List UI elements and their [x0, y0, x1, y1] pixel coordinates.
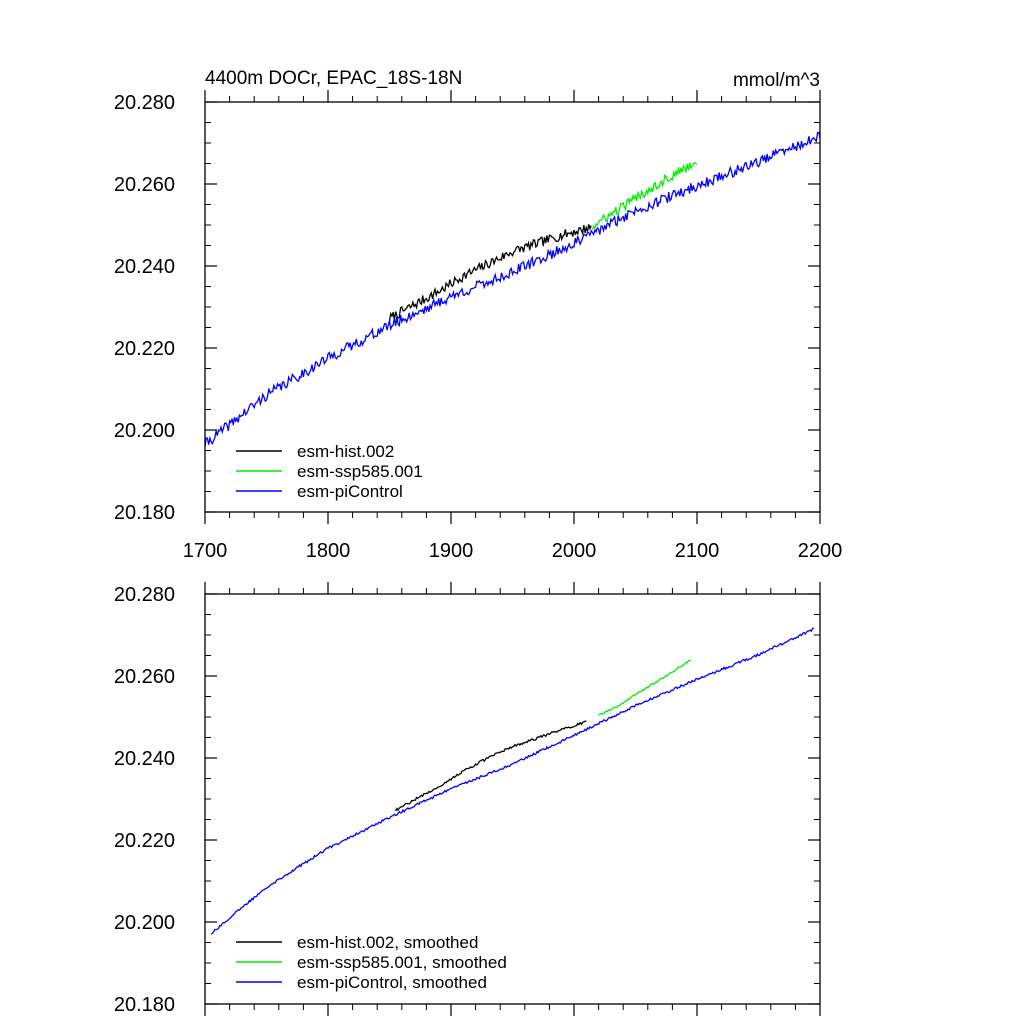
units-label: mmol/m^3 — [733, 70, 820, 91]
y-tick-label: 20.240 — [114, 256, 175, 278]
series-line-esm-ssp585-001-smoothed — [598, 659, 692, 716]
legend-label: esm-ssp585.001, smoothed — [297, 953, 507, 972]
top-panel: 4400m DOCr, EPAC_18S-18N mmol/m^3 20.180… — [114, 68, 842, 562]
series-line-esm-ssp585-001 — [591, 161, 698, 230]
x-tick-label: 1800 — [306, 540, 351, 562]
legend-label: esm-piControl, smoothed — [297, 973, 487, 992]
tick-group: 20.180 20.200 20.220 20.240 20.260 20.280 1700… — [114, 90, 842, 562]
y-tick-label: 20.200 — [114, 912, 175, 934]
x-tick-label: 2200 — [798, 540, 843, 562]
series-group — [210, 627, 814, 935]
tick-group: 20.180 20.200 20.220 20.240 20.260 20.280 — [114, 582, 821, 1016]
legend-label: esm-hist.002 — [297, 442, 394, 461]
y-tick-label: 20.260 — [114, 174, 175, 196]
y-tick-label: 20.280 — [114, 584, 175, 606]
x-tick-label: 1900 — [429, 540, 474, 562]
chart-title: 4400m DOCr, EPAC_18S-18N — [205, 68, 462, 89]
x-tick-label: 1700 — [183, 540, 228, 562]
x-tick-label: 2000 — [552, 540, 597, 562]
y-tick-label: 20.240 — [114, 748, 175, 770]
y-tick-label: 20.220 — [114, 830, 175, 852]
x-tick-label: 2100 — [675, 540, 720, 562]
y-tick-label: 20.200 — [114, 420, 175, 442]
series-line-esm-picontrol-smoothed — [210, 627, 814, 935]
series-line-esm-hist-002-smoothed — [395, 720, 587, 812]
bottom-panel: 20.180 20.200 20.220 20.240 20.260 20.280 esm… — [114, 582, 821, 1016]
y-tick-label: 20.280 — [114, 92, 175, 114]
series-line-esm-picontrol — [205, 131, 820, 448]
legend-label: esm-ssp585.001 — [297, 462, 423, 481]
y-tick-label: 20.220 — [114, 338, 175, 360]
series-group — [205, 131, 820, 448]
y-tick-label: 20.180 — [114, 502, 175, 524]
y-tick-label: 20.180 — [114, 994, 175, 1016]
series-line-esm-hist-002 — [388, 224, 592, 322]
legend-label: esm-piControl — [297, 482, 403, 501]
y-tick-label: 20.260 — [114, 666, 175, 688]
legend-label: esm-hist.002, smoothed — [297, 933, 478, 952]
